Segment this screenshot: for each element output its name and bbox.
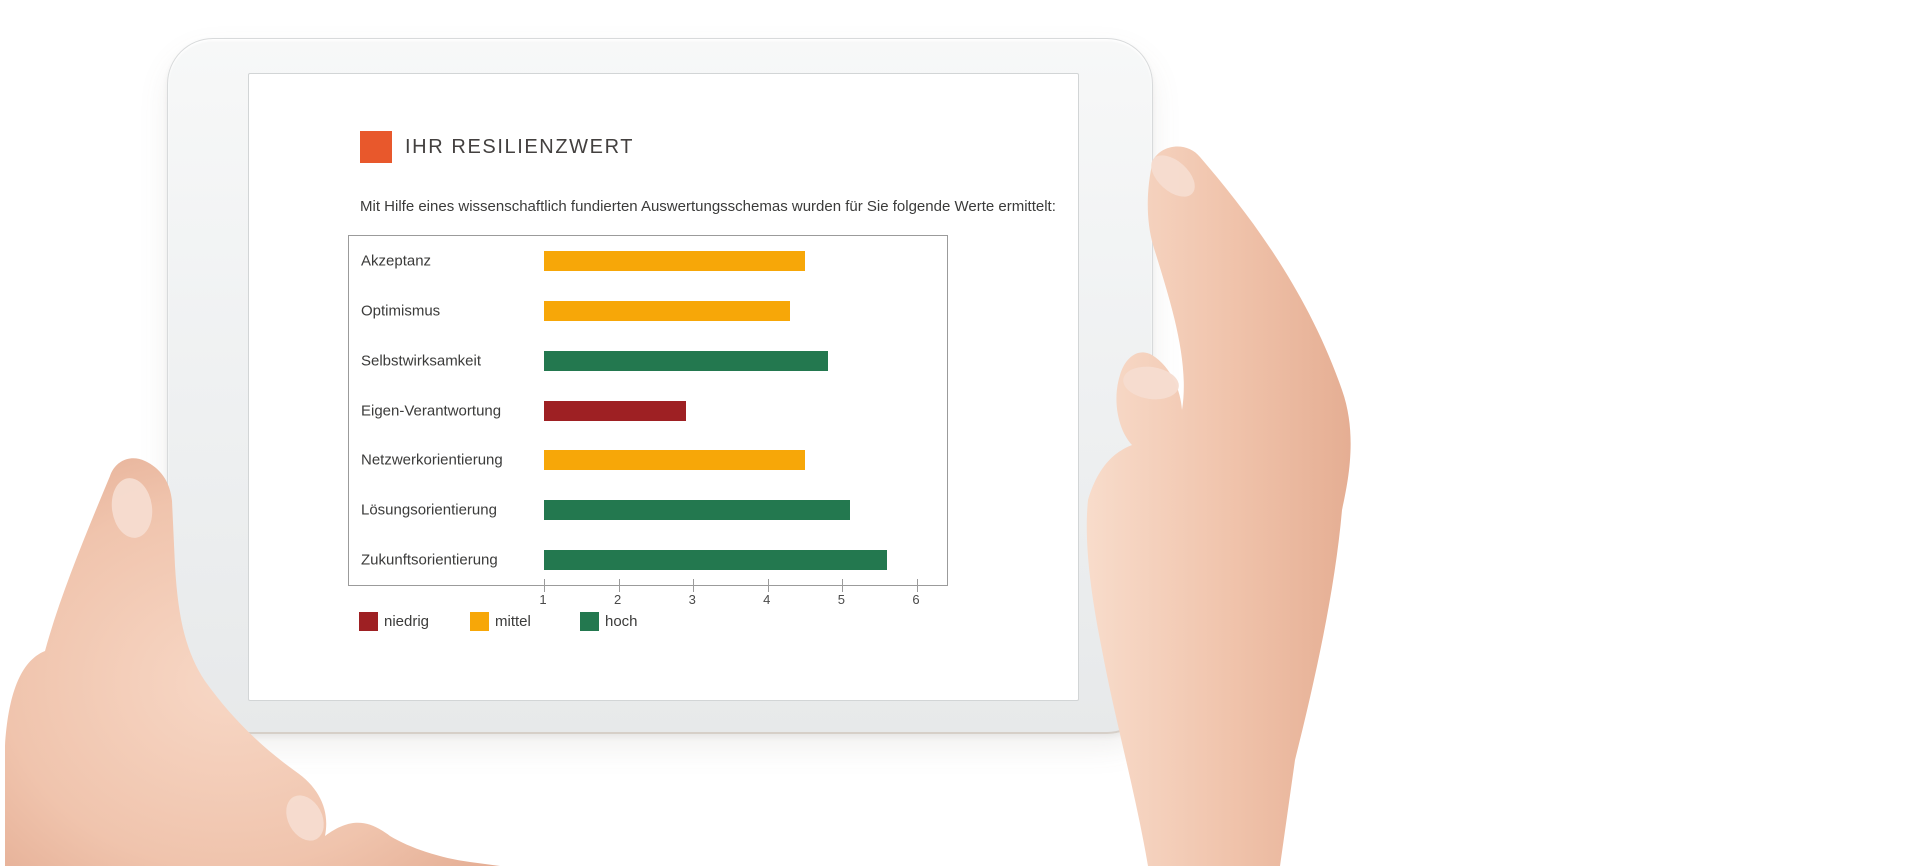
bar-chart: Akzeptanz Optimismus Selbstwirksamkeit Eige…	[348, 235, 948, 592]
x-axis: 1 2 3 4 5 6	[348, 592, 948, 610]
thumb-nail	[111, 478, 153, 538]
legend-item: hoch	[580, 612, 638, 631]
category-label: Selbstwirksamkeit	[361, 352, 482, 370]
category-label: Netzwerkorientierung	[361, 451, 503, 469]
chart-legend: niedrig mittel hoch	[249, 612, 1080, 636]
value-bar	[544, 500, 850, 521]
legend-label: mittel	[495, 613, 531, 630]
axis-tick-label: 3	[688, 592, 696, 607]
axis-tick-mark	[544, 579, 545, 592]
chart-rows: Akzeptanz Optimismus Selbstwirksamkeit Eige…	[349, 236, 947, 585]
finger-nail	[286, 795, 324, 841]
category-label: Eigen-Verantwortung	[361, 402, 502, 419]
axis-tick-label: 1	[539, 592, 547, 607]
legend-label: hoch	[605, 613, 638, 630]
chart-row: Zukunftsorientierung	[349, 535, 947, 585]
chart-row: Akzeptanz	[349, 236, 947, 286]
axis-tick-label: 2	[613, 592, 622, 607]
value-bar	[544, 550, 888, 571]
category-label: Lösungsorientierung	[361, 501, 497, 519]
report-header: IHR RESILIENZWERT	[360, 131, 634, 163]
value-bar	[544, 300, 791, 321]
page-title: IHR RESILIENZWERT	[405, 135, 635, 158]
value-bar	[544, 450, 806, 471]
legend-swatch	[359, 612, 378, 631]
chart-row: Optimismus	[349, 286, 947, 336]
value-bar	[544, 400, 686, 421]
axis-tick-mark	[917, 579, 918, 592]
legend-swatch	[470, 612, 489, 631]
axis-tick-mark	[618, 579, 620, 592]
chart-row: Eigen-Verantwortung	[349, 386, 947, 436]
category-label: Akzeptanz	[361, 252, 432, 270]
axis-tick-mark	[693, 579, 695, 592]
axis-tick-mark	[842, 579, 844, 592]
tablet-device: IHR RESILIENZWERT Mit Hilfe eines wissen…	[167, 38, 1153, 734]
chart-row: Netzwerkorientierung	[349, 435, 947, 485]
axis-tick-label: 6	[912, 592, 920, 607]
legend-item: niedrig	[359, 612, 429, 631]
category-label: Optimismus	[361, 302, 441, 320]
axis-tick-mark	[767, 579, 769, 592]
chart-row: Lösungsorientierung	[349, 485, 947, 535]
legend-label: niedrig	[384, 613, 430, 630]
axis-tick-label: 5	[837, 592, 846, 607]
title-accent-square	[360, 131, 392, 163]
category-label: Zukunftsorientierung	[361, 551, 498, 569]
legend-swatch	[580, 612, 599, 631]
axis-tick-label: 4	[763, 592, 771, 607]
chart-row: Selbstwirksamkeit	[349, 336, 947, 386]
tablet-screen: IHR RESILIENZWERT Mit Hilfe eines wissen…	[248, 73, 1079, 701]
value-bar	[544, 250, 806, 271]
value-bar	[544, 350, 828, 371]
intro-text: Mit Hilfe eines wissenschaftlich fundier…	[360, 198, 1056, 215]
legend-item: mittel	[470, 612, 531, 631]
